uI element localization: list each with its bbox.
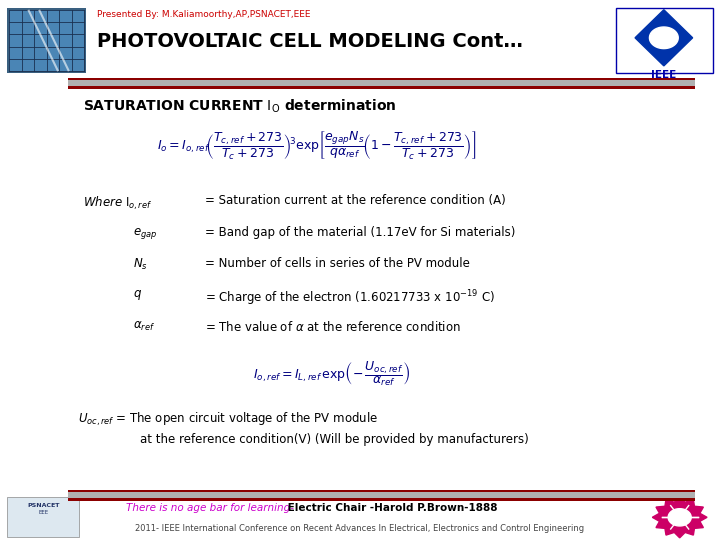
Text: = The value of $\alpha$ at the reference condition: = The value of $\alpha$ at the reference… bbox=[205, 320, 461, 334]
Polygon shape bbox=[652, 497, 707, 538]
Text: Presented By: M.Kaliamoorthy,AP,PSNACET,EEE: Presented By: M.Kaliamoorthy,AP,PSNACET,… bbox=[97, 10, 311, 19]
Polygon shape bbox=[635, 10, 693, 66]
Bar bbox=[7, 497, 79, 537]
Text: PHOTOVOLTAIC CELL MODELING Cont…: PHOTOVOLTAIC CELL MODELING Cont… bbox=[97, 32, 523, 51]
Polygon shape bbox=[649, 27, 678, 49]
Text: = Saturation current at the reference condition (A): = Saturation current at the reference co… bbox=[205, 194, 506, 207]
Text: Electric Chair -Harold P.Brown-1888: Electric Chair -Harold P.Brown-1888 bbox=[284, 503, 498, 514]
Bar bbox=[68, 490, 695, 501]
Text: There is no age bar for learning-: There is no age bar for learning- bbox=[126, 503, 294, 514]
Text: 2011- IEEE International Conference on Recent Advances In Electrical, Electronic: 2011- IEEE International Conference on R… bbox=[135, 524, 585, 533]
Text: SATURATION CURRENT $\mathrm{I_O}$ determination: SATURATION CURRENT $\mathrm{I_O}$ determ… bbox=[83, 97, 396, 114]
Text: = Charge of the electron (1.60217733 x $10^{-19}$ C): = Charge of the electron (1.60217733 x $… bbox=[205, 288, 495, 308]
Text: $q$: $q$ bbox=[133, 288, 143, 302]
Text: $\alpha_{ref}$: $\alpha_{ref}$ bbox=[133, 320, 156, 333]
Text: $U_{oc,ref}$ = The open circuit voltage of the PV module: $U_{oc,ref}$ = The open circuit voltage … bbox=[78, 410, 378, 428]
Bar bbox=[616, 8, 713, 73]
Text: = Number of cells in series of the PV module: = Number of cells in series of the PV mo… bbox=[205, 257, 470, 270]
Bar bbox=[68, 80, 695, 86]
Text: IEEE: IEEE bbox=[651, 70, 677, 80]
Bar bbox=[9, 10, 84, 71]
Text: at the reference condition(V) (Will be provided by manufacturers): at the reference condition(V) (Will be p… bbox=[140, 433, 529, 446]
Text: PSNACET: PSNACET bbox=[27, 503, 59, 508]
Text: EEE: EEE bbox=[38, 510, 48, 515]
Text: $I_o = I_{o,ref}\!\left(\dfrac{T_{c,ref}+273}{T_c+273}\right)^{\!3} \exp\!\left[: $I_o = I_{o,ref}\!\left(\dfrac{T_{c,ref}… bbox=[157, 130, 477, 162]
Text: $\mathit{Where}$ $\mathrm{I}_{o,ref}$: $\mathit{Where}$ $\mathrm{I}_{o,ref}$ bbox=[83, 194, 152, 212]
Text: $e_{gap}$: $e_{gap}$ bbox=[133, 226, 158, 241]
Text: $I_{o,ref} = I_{L,ref}\,\exp\!\left(-\,\dfrac{U_{oc,ref}}{\alpha_{ref}}\right)$: $I_{o,ref} = I_{L,ref}\,\exp\!\left(-\,\… bbox=[253, 359, 410, 388]
Text: = Band gap of the material (1.17eV for Si materials): = Band gap of the material (1.17eV for S… bbox=[205, 226, 516, 239]
Text: $N_s$: $N_s$ bbox=[133, 257, 148, 272]
Bar bbox=[68, 78, 695, 89]
Bar bbox=[68, 492, 695, 498]
Polygon shape bbox=[668, 509, 691, 526]
Bar bbox=[7, 8, 86, 73]
